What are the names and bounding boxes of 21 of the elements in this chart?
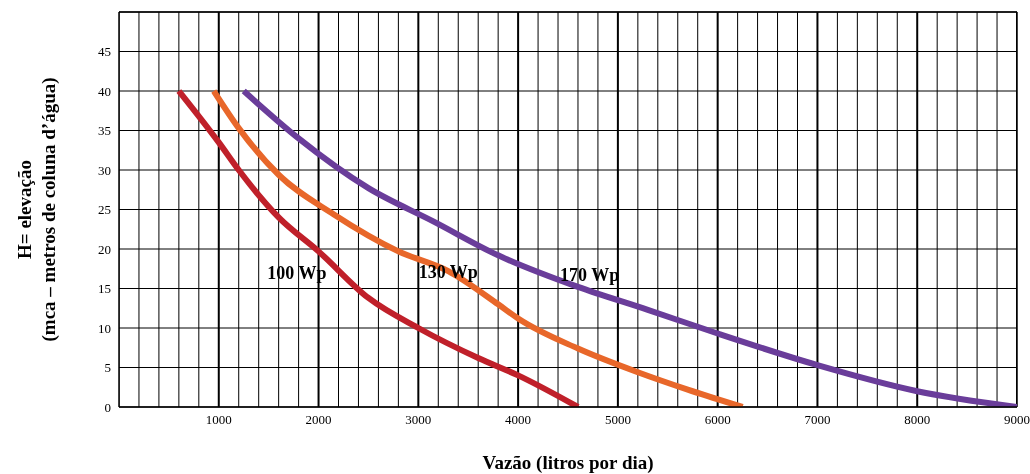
x-tick-label: 2000 — [305, 412, 332, 428]
x-axis-title: Vazão (litros por dia) — [482, 452, 654, 474]
y-axis-title: H= elevação (mca – metros de coluna d’água) — [14, 77, 60, 342]
x-tick-label: 1000 — [205, 412, 232, 428]
y-tick-label: 45 — [98, 44, 111, 60]
x-tick-label: 5000 — [604, 412, 631, 428]
x-tick-label: 8000 — [904, 412, 931, 428]
y-tick-label: 5 — [104, 360, 111, 376]
y-tick-label: 0 — [104, 399, 111, 415]
y-tick-label: 30 — [98, 162, 111, 178]
y-tick-label: 25 — [98, 202, 111, 218]
x-tick-label: 9000 — [1004, 412, 1030, 428]
y-tick-label: 35 — [98, 123, 111, 139]
y-tick-label: 20 — [98, 241, 111, 257]
y-tick-label: 15 — [98, 281, 111, 297]
x-tick-label: 3000 — [405, 412, 432, 428]
x-tick-label: 6000 — [704, 412, 731, 428]
x-tick-label: 4000 — [505, 412, 532, 428]
x-tick-label: 7000 — [804, 412, 831, 428]
y-tick-label: 10 — [98, 320, 111, 336]
y-tick-label: 40 — [98, 83, 111, 99]
